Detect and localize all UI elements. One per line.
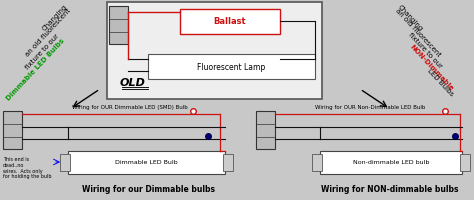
Bar (223, 154, 233, 171)
Text: fixture to our: fixture to our (24, 33, 60, 71)
Text: Ballast: Ballast (214, 17, 246, 26)
Bar (109, 7, 128, 45)
Text: Changing: Changing (41, 4, 69, 32)
Text: Wiring for NON-dimmable bulbs: Wiring for NON-dimmable bulbs (321, 185, 459, 194)
Text: an old fluorescent: an old fluorescent (24, 8, 72, 58)
Text: Wiring for OUR Non-Dimmable LED Bulb: Wiring for OUR Non-Dimmable LED Bulb (315, 105, 425, 110)
Bar (256, 111, 275, 149)
Text: Wiring for our Dimmable bulbs: Wiring for our Dimmable bulbs (82, 185, 215, 194)
Text: fixture to our: fixture to our (407, 31, 443, 69)
Bar (107, 3, 322, 100)
Text: OLD: OLD (120, 78, 146, 88)
Text: LED Bulbs: LED Bulbs (426, 67, 454, 96)
Text: Non-dimmable LED bulb: Non-dimmable LED bulb (353, 160, 429, 165)
Bar (460, 154, 470, 171)
Bar (3, 111, 22, 149)
Bar (60, 154, 70, 171)
Text: Dimmable LED Bulb: Dimmable LED Bulb (115, 160, 177, 165)
Bar (320, 151, 462, 174)
Text: Dimmable LED Bulbs: Dimmable LED Bulbs (5, 38, 65, 102)
Text: an old fluorescent: an old fluorescent (394, 8, 442, 58)
Bar (148, 55, 315, 80)
Text: This end is
dead..no
wires.  Acts only
for holding the bulb: This end is dead..no wires. Acts only fo… (3, 156, 52, 179)
Bar (312, 154, 322, 171)
Text: Wiring for OUR Dimmable LED (SMD) Bulb: Wiring for OUR Dimmable LED (SMD) Bulb (72, 105, 188, 110)
Bar (68, 151, 225, 174)
Text: Changing: Changing (396, 4, 424, 32)
Text: NON-Dimmable: NON-Dimmable (409, 44, 455, 92)
Bar (180, 10, 280, 35)
Text: Fluorescent Lamp: Fluorescent Lamp (197, 62, 265, 71)
